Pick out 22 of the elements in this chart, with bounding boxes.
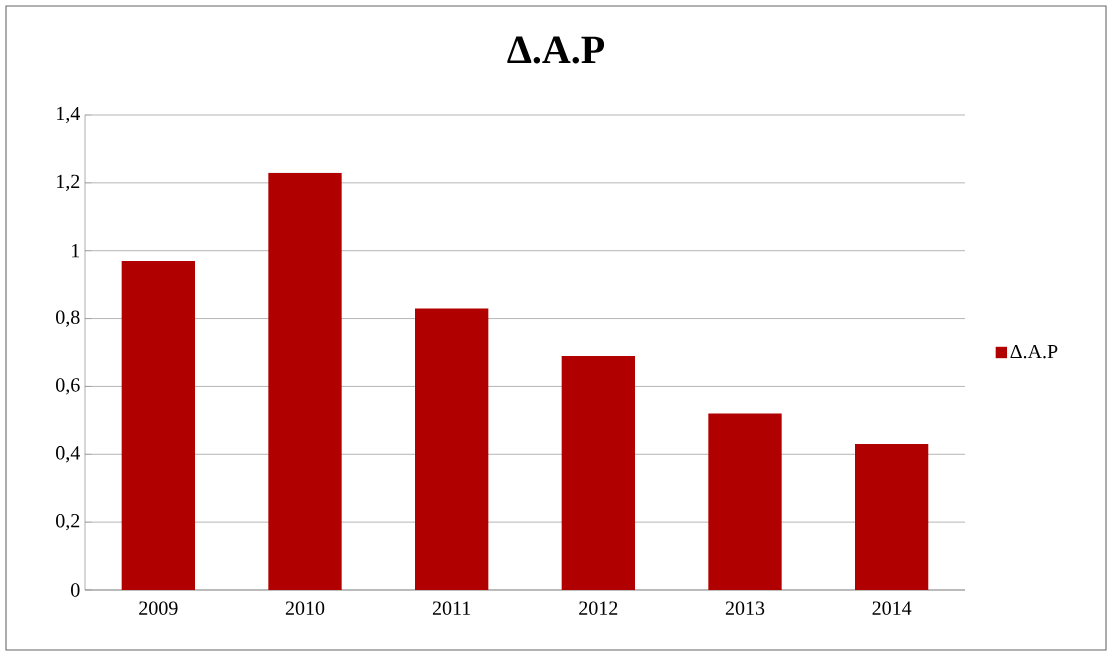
y-tick-label: 1,4 — [57, 106, 80, 124]
bar — [121, 260, 195, 590]
x-tick-label: 2014 — [872, 601, 912, 615]
bar — [708, 413, 782, 590]
legend-label: Δ.Α.Ρ — [1010, 344, 1058, 359]
x-tick-label: 2012 — [579, 601, 618, 615]
y-tick-label: 1,2 — [57, 174, 80, 192]
x-tick-label: 2011 — [432, 601, 471, 615]
x-tick-label: 2013 — [725, 601, 765, 615]
y-tick-label: 0,2 — [56, 513, 80, 531]
y-tick-label: 1 — [72, 244, 80, 258]
bar — [268, 172, 342, 590]
chart-title: Δ.Α.Ρ — [507, 36, 605, 64]
y-tick-label: 0,6 — [56, 378, 80, 395]
y-tick-label: 0,8 — [56, 310, 80, 327]
x-tick-label: 2009 — [139, 601, 178, 615]
bar — [561, 355, 636, 590]
bar — [415, 308, 489, 590]
bar — [855, 444, 929, 590]
y-tick-label: 0,4 — [56, 446, 80, 463]
y-tick-label: 0 — [71, 583, 80, 597]
x-tick-label: 2010 — [285, 601, 325, 615]
